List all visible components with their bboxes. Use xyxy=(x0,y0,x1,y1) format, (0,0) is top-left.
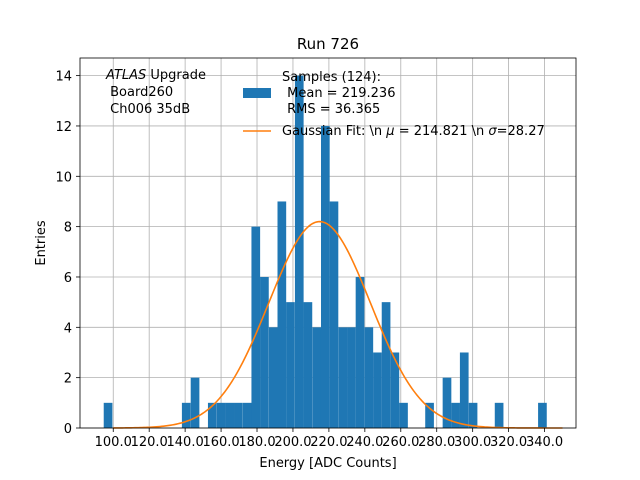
histogram-bars xyxy=(103,75,547,429)
x-tick-label: 140.0 xyxy=(167,435,204,450)
histogram-bar xyxy=(364,327,374,428)
x-tick-label: 100.0 xyxy=(95,435,132,450)
histogram-bar xyxy=(260,276,269,428)
histogram-bar xyxy=(338,327,348,428)
x-tick-label: 340.0 xyxy=(526,435,563,450)
x-tick-label: 120.0 xyxy=(131,435,168,450)
annotation-line-2: Board260 xyxy=(106,85,173,100)
histogram-bar xyxy=(320,125,330,429)
histogram-bar xyxy=(355,276,365,428)
plot-frame xyxy=(79,57,577,429)
legend-fit-mu-value: = 214.821 \n xyxy=(395,124,489,139)
gaussian-fit-line xyxy=(113,220,563,429)
histogram-bar xyxy=(373,352,382,428)
x-axis-label: Energy [ADC Counts] xyxy=(259,456,396,471)
histogram-bar xyxy=(538,402,547,428)
histogram-bar xyxy=(494,402,504,428)
histogram-bar xyxy=(381,302,391,428)
annotation-line-3: Ch006 35dB xyxy=(106,102,190,117)
y-tick-label: 14 xyxy=(55,70,72,85)
histogram-bar xyxy=(459,352,469,428)
y-tick-label: 0 xyxy=(64,422,72,437)
histogram-bar xyxy=(277,201,287,428)
y-tick-label: 4 xyxy=(64,321,72,336)
histogram-bar xyxy=(216,402,226,428)
x-tick-label: 200.0 xyxy=(274,435,311,450)
histogram-bar xyxy=(425,402,434,428)
x-tick-label: 180.0 xyxy=(238,435,275,450)
legend-fit-sigma: σ xyxy=(488,124,497,139)
y-tick-label: 12 xyxy=(55,120,72,135)
histogram-bar xyxy=(242,402,252,428)
histogram-bar xyxy=(468,402,478,428)
chart-title: Run 726 xyxy=(297,35,359,53)
annotation-line-1: ATLAS Upgrade xyxy=(105,68,206,83)
histogram-bar xyxy=(251,226,261,428)
y-tick-label: 8 xyxy=(64,221,72,236)
histogram-bar xyxy=(347,327,356,428)
atlas-annotation: ATLAS Upgrade Board260 Ch006 35dB xyxy=(105,68,206,117)
annotation-upgrade: Upgrade xyxy=(146,68,206,83)
x-tick-label: 220.0 xyxy=(310,435,347,450)
histogram-bar xyxy=(225,402,235,428)
histogram-bar xyxy=(190,377,200,428)
gaussian-fit xyxy=(113,220,563,429)
x-tick-label: 320.0 xyxy=(490,435,527,450)
legend-histogram-mean: Mean = 219.236 xyxy=(283,86,395,101)
legend: Samples (124): Mean = 219.236 RMS = 36.3… xyxy=(243,70,545,139)
histogram-bar xyxy=(207,402,217,428)
y-tick-label: 6 xyxy=(64,271,72,286)
legend-fit-mu: μ xyxy=(385,124,394,139)
histogram-bar xyxy=(329,201,339,428)
x-axis-ticks: 100.0120.0140.0160.0180.0200.0220.0240.0… xyxy=(95,428,563,450)
legend-fit-prefix: Gaussian Fit: \n xyxy=(282,124,386,139)
histogram-bar xyxy=(268,327,278,428)
x-tick-label: 160.0 xyxy=(202,435,239,450)
y-tick-label: 10 xyxy=(55,170,72,185)
histogram-bar xyxy=(181,402,191,428)
legend-histogram-swatch xyxy=(243,88,271,98)
histogram-bar xyxy=(303,302,313,428)
y-axis-ticks: 0 2 4 6 8 10 12 14 xyxy=(55,70,80,437)
histogram-bar xyxy=(103,402,113,428)
y-tick-label: 2 xyxy=(64,372,72,387)
legend-histogram-title: Samples (124): xyxy=(282,70,381,85)
histogram-bar xyxy=(286,302,295,428)
legend-histogram-rms: RMS = 36.365 xyxy=(283,102,380,117)
histogram-bar xyxy=(234,402,243,428)
histogram-bar xyxy=(294,75,304,428)
histogram-bar xyxy=(399,402,408,428)
x-tick-label: 260.0 xyxy=(382,435,419,450)
x-tick-label: 300.0 xyxy=(454,435,491,450)
histogram-bar xyxy=(451,402,460,428)
legend-fit-sigma-value: =28.27 xyxy=(497,124,545,139)
histogram-bar xyxy=(442,377,452,428)
y-axis-label: Entries xyxy=(34,220,49,266)
histogram-bar xyxy=(390,352,400,428)
legend-fit-label: Gaussian Fit: \n μ = 214.821 \n σ=28.27 xyxy=(282,124,545,139)
annotation-atlas: ATLAS xyxy=(105,68,146,83)
histogram-bar xyxy=(312,327,322,428)
x-tick-label: 240.0 xyxy=(346,435,383,450)
x-tick-label: 280.0 xyxy=(418,435,455,450)
